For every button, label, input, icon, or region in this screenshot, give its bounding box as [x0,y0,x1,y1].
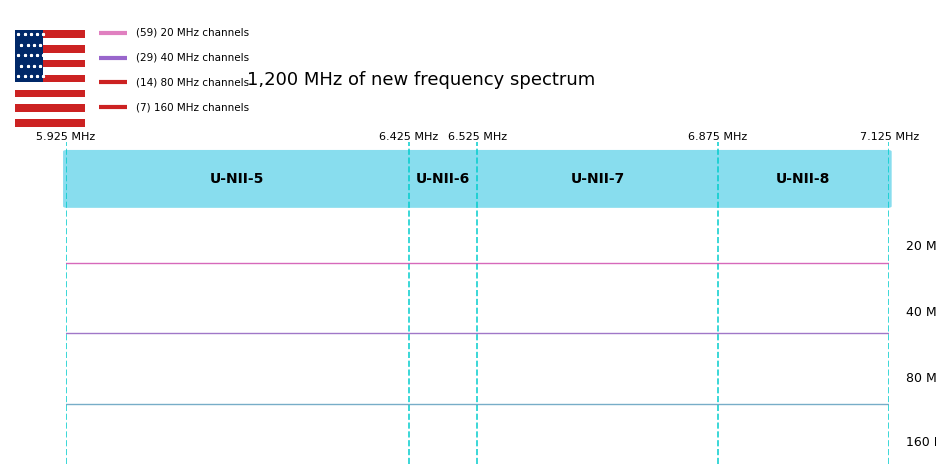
Text: 6.425 MHz: 6.425 MHz [379,132,438,142]
Text: U-NII-7: U-NII-7 [570,172,624,186]
Text: 5.925 MHz: 5.925 MHz [36,132,95,142]
FancyBboxPatch shape [475,150,720,208]
FancyBboxPatch shape [63,150,411,208]
Bar [15,30,85,38]
Bar [15,105,85,112]
Bar [15,45,85,53]
Bar [15,112,85,119]
Text: 160 MHz: 160 MHz [906,436,936,449]
Bar [15,119,85,127]
Bar [15,97,85,105]
Text: U-NII-6: U-NII-6 [416,172,470,186]
Text: 6.525 MHz: 6.525 MHz [447,132,507,142]
Text: (14) 80 MHz channels: (14) 80 MHz channels [136,78,249,88]
FancyBboxPatch shape [715,150,892,208]
Text: 1,200 MHz of new frequency spectrum: 1,200 MHz of new frequency spectrum [247,71,595,89]
Text: U-NII-8: U-NII-8 [776,172,830,186]
Text: 7.125 MHz: 7.125 MHz [859,132,919,142]
Text: 20 MHz: 20 MHz [906,240,936,253]
Text: (29) 40 MHz channels: (29) 40 MHz channels [136,53,249,62]
Bar [15,90,85,97]
Text: U-NII-5: U-NII-5 [210,172,264,186]
Text: 6.875 MHz: 6.875 MHz [688,132,747,142]
Text: (59) 20 MHz channels: (59) 20 MHz channels [136,27,249,37]
Bar [15,67,85,75]
Bar [15,38,85,45]
Text: 40 MHz: 40 MHz [906,306,936,319]
Text: (7) 160 MHz channels: (7) 160 MHz channels [136,103,249,113]
Bar [15,75,85,82]
Bar [15,82,85,90]
Text: 80 MHz: 80 MHz [906,372,936,385]
FancyBboxPatch shape [406,150,480,208]
Bar [15,53,85,60]
Bar [15,60,85,67]
